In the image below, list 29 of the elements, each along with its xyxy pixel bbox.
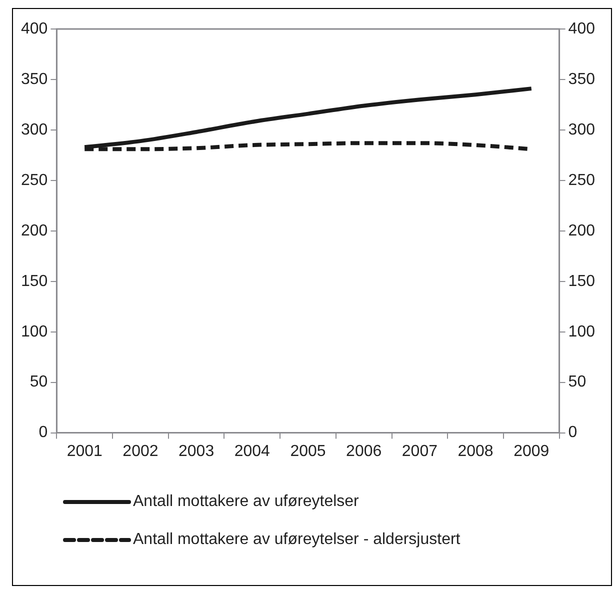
x-tick-label: 2009: [514, 442, 550, 460]
y2-tick-label: 200: [568, 222, 596, 240]
x-tick-label: 2002: [122, 442, 158, 460]
y2-tick-label: 400: [568, 20, 596, 38]
y-tick-label: 50: [30, 374, 48, 391]
y2-tick-label: 100: [568, 323, 596, 340]
y-tick-label: 400: [20, 20, 48, 38]
y-tick-label: 100: [20, 323, 48, 340]
y2-tick-label: 150: [568, 272, 596, 290]
y-tick-label: 200: [20, 222, 48, 240]
x-tick-label: 2006: [346, 442, 382, 460]
x-tick-label: 2004: [234, 442, 270, 460]
y-tick-label: 300: [20, 121, 48, 138]
y-tick-label: 250: [20, 172, 48, 189]
y2-tick-label: 50: [568, 374, 586, 391]
x-tick-label: 2003: [178, 442, 214, 460]
x-tick-label: 2005: [290, 442, 326, 460]
x-tick-label: 2008: [458, 442, 494, 460]
y-tick-label: 0: [38, 424, 48, 442]
x-tick-label: 2001: [66, 442, 103, 460]
y2-tick-label: 0: [568, 424, 578, 442]
y2-tick-label: 350: [568, 70, 596, 88]
y2-tick-label: 300: [568, 121, 596, 138]
legend-label: Antall mottakere av uføreytelser - aldersjustert: [133, 531, 460, 549]
y-tick-label: 150: [20, 272, 48, 290]
legend-label: Antall mottakere av uføreytelser: [133, 493, 359, 511]
y2-tick-label: 250: [568, 172, 596, 189]
x-tick-label: 2007: [402, 442, 438, 460]
y-tick-label: 350: [20, 70, 48, 88]
